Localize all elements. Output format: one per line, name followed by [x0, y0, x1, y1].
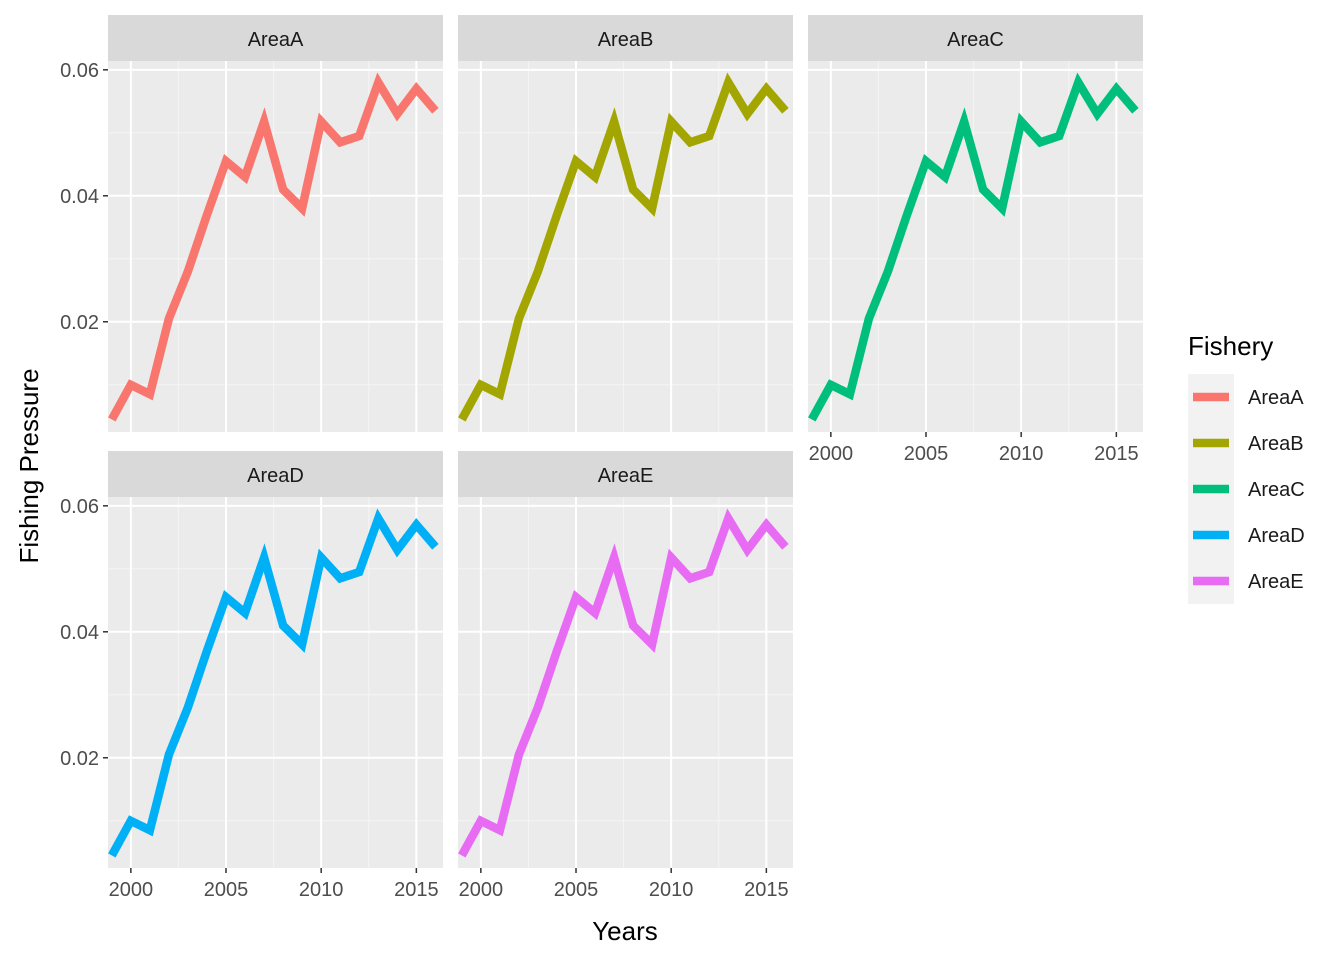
strip-background [458, 451, 793, 497]
y-tick-label: 0.06 [60, 496, 99, 518]
panel-background [808, 61, 1143, 432]
x-tick-label: 2010 [299, 879, 344, 901]
series-line-aread [108, 508, 439, 858]
x-tick-label: 2005 [204, 879, 249, 901]
y-tick-label: 0.02 [60, 748, 99, 770]
strip-label: AreaA [248, 29, 304, 51]
legend-item-aread: AreaD [1188, 512, 1305, 558]
legend-label: AreaC [1248, 479, 1305, 501]
legend-items: AreaA AreaB AreaC AreaD AreaE [1188, 374, 1305, 604]
panel-background [458, 497, 793, 868]
panel-background [458, 61, 793, 432]
x-tick-label: 2000 [809, 443, 854, 465]
strip-background [808, 15, 1143, 61]
y-tick-label: 0.06 [60, 60, 99, 82]
x-tick-label: 2000 [109, 879, 154, 901]
facet-panel-aread: AreaD 0.02 0.04 0.06 2000 2005 2010 2015 [60, 451, 443, 901]
series-line-areac [808, 72, 1139, 422]
legend-item-areab: AreaB [1188, 420, 1304, 466]
facet-panel-areaa: AreaA 0.02 0.04 0.06 [60, 15, 443, 432]
legend-label: AreaE [1248, 571, 1304, 593]
facet-panel-areab: AreaB [458, 15, 793, 432]
y-tick-label: 0.04 [60, 622, 99, 644]
x-tick-label: 2015 [744, 879, 789, 901]
legend-title: Fishery [1188, 331, 1273, 361]
legend-label: AreaD [1248, 525, 1305, 547]
panel-background [108, 61, 443, 432]
panel-background [108, 497, 443, 868]
facet-panel-areae: AreaE 2000 2005 2010 2015 [458, 451, 793, 901]
legend-label: AreaB [1248, 433, 1304, 455]
y-tick-label: 0.02 [60, 312, 99, 334]
series-line-areae [458, 508, 789, 858]
strip-label: AreaC [947, 29, 1004, 51]
legend-item-areae: AreaE [1188, 558, 1304, 604]
facet-panel-areac: AreaC 2000 2005 2010 2015 [808, 15, 1143, 465]
x-axis-title: Years [592, 916, 658, 946]
strip-background [108, 451, 443, 497]
x-tick-label: 2010 [999, 443, 1044, 465]
series-line-areaa [108, 72, 439, 422]
x-tick-label: 2010 [649, 879, 694, 901]
facet-panels: AreaA 0.02 0.04 0.06 AreaB AreaC 2000 2005 2010 2… [60, 15, 1143, 901]
strip-label: AreaD [247, 465, 304, 487]
x-tick-label: 2015 [1094, 443, 1139, 465]
y-axis-title: Fishing Pressure [14, 368, 44, 563]
legend-label: AreaA [1248, 387, 1304, 409]
strip-label: AreaB [598, 29, 654, 51]
series-line-areab [458, 72, 789, 422]
x-tick-label: 2015 [394, 879, 439, 901]
x-tick-label: 2005 [554, 879, 599, 901]
strip-background [458, 15, 793, 61]
y-tick-label: 0.04 [60, 186, 99, 208]
legend-item-areaa: AreaA [1188, 374, 1304, 420]
x-tick-label: 2000 [459, 879, 504, 901]
legend-item-areac: AreaC [1188, 466, 1305, 512]
legend: Fishery AreaA AreaB AreaC AreaD AreaE [1188, 331, 1305, 604]
strip-background [108, 15, 443, 61]
x-tick-label: 2005 [904, 443, 949, 465]
strip-label: AreaE [598, 465, 654, 487]
